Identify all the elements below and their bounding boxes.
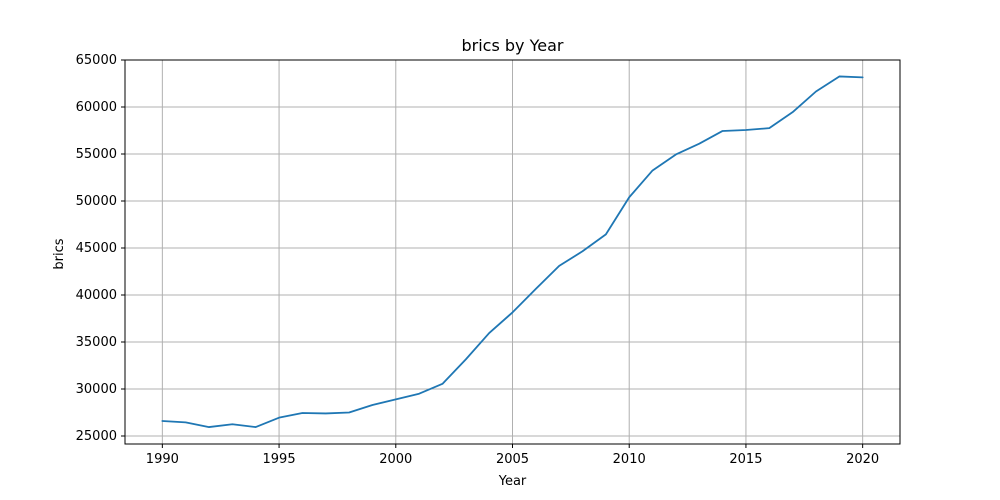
series-layer [161,75,864,428]
data-point [371,404,373,406]
data-point [535,288,537,290]
data-point [185,421,187,423]
data-point [698,143,700,145]
data-point [278,417,280,419]
y-tick-label: 65000 [76,53,117,68]
y-tick-label: 50000 [76,194,117,209]
y-tick-label: 45000 [76,241,117,256]
data-point [161,420,163,422]
data-point [512,311,514,313]
data-point [605,233,607,235]
x-tick-label: 1995 [263,452,296,467]
data-point [441,383,443,385]
data-point [348,412,350,414]
y-tick-label: 25000 [76,429,117,444]
data-point [325,412,327,414]
x-tick-label: 1990 [146,452,179,467]
x-tick-label: 2015 [729,452,762,467]
data-point [768,127,770,129]
data-point [582,250,584,252]
data-point [465,358,467,360]
data-point [558,265,560,267]
y-tick-label: 30000 [76,382,117,397]
data-point [862,76,864,78]
data-point [301,412,303,414]
data-point [628,196,630,198]
data-point [838,75,840,77]
y-tick-label: 35000 [76,335,117,350]
x-axis-label: Year [498,474,527,489]
y-tick-label: 40000 [76,288,117,303]
data-point [745,129,747,131]
data-series-line [161,75,864,428]
x-tick-label: 2020 [846,452,879,467]
data-point [488,332,490,334]
data-point [208,426,210,428]
y-tick-label: 60000 [76,100,117,115]
chart-title: brics by Year [462,36,564,55]
data-point [815,90,817,92]
data-point [418,393,420,395]
data-point [675,153,677,155]
x-tick-label: 2005 [496,452,529,467]
data-point [395,398,397,400]
data-point [255,426,257,428]
data-point [722,130,724,132]
x-tick-label: 2000 [379,452,412,467]
tick-layer: 1990 1995 2000 2005 2010 2015 2020 25000 30000 35… [76,53,880,467]
y-tick-label: 55000 [76,147,117,162]
y-axis-label: brics [52,238,67,269]
data-point [231,423,233,425]
data-point [792,111,794,113]
grid [125,59,900,444]
x-tick-label: 2010 [613,452,646,467]
data-point [652,169,654,171]
